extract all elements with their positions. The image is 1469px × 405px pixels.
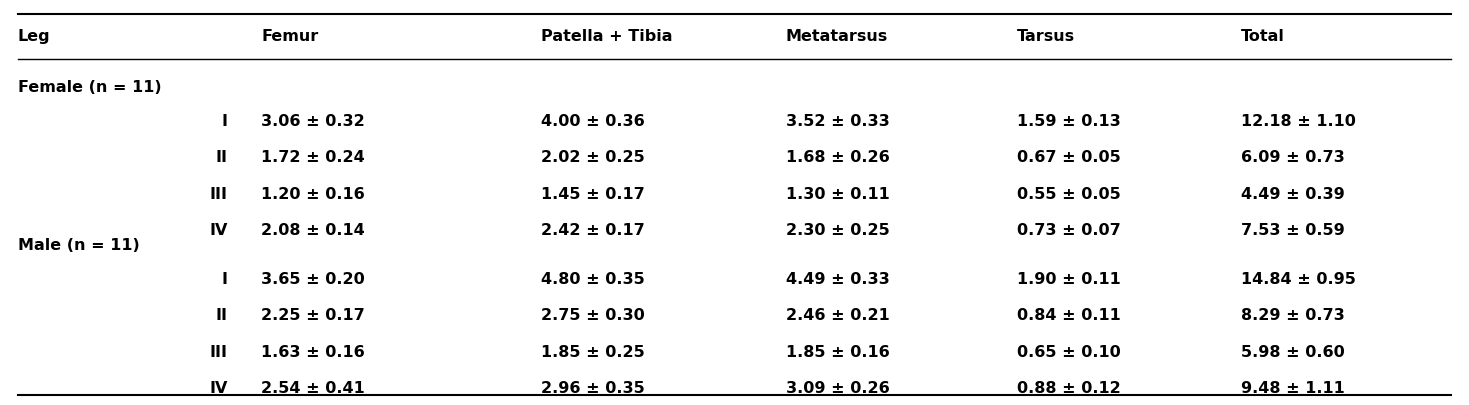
Text: 1.68 ± 0.26: 1.68 ± 0.26 (786, 150, 890, 166)
Text: 0.67 ± 0.05: 0.67 ± 0.05 (1017, 150, 1121, 166)
Text: Female (n = 11): Female (n = 11) (18, 79, 162, 95)
Text: 3.65 ± 0.20: 3.65 ± 0.20 (261, 272, 366, 287)
Text: 4.00 ± 0.36: 4.00 ± 0.36 (541, 114, 645, 129)
Text: 1.90 ± 0.11: 1.90 ± 0.11 (1017, 272, 1121, 287)
Text: 1.30 ± 0.11: 1.30 ± 0.11 (786, 187, 890, 202)
Text: Male (n = 11): Male (n = 11) (18, 237, 140, 253)
Text: 2.54 ± 0.41: 2.54 ± 0.41 (261, 381, 366, 396)
Text: 1.63 ± 0.16: 1.63 ± 0.16 (261, 345, 366, 360)
Text: Tarsus: Tarsus (1017, 29, 1075, 44)
Text: 1.72 ± 0.24: 1.72 ± 0.24 (261, 150, 366, 166)
Text: 3.52 ± 0.33: 3.52 ± 0.33 (786, 114, 890, 129)
Text: 2.42 ± 0.17: 2.42 ± 0.17 (541, 223, 645, 239)
Text: 2.30 ± 0.25: 2.30 ± 0.25 (786, 223, 890, 239)
Text: 0.73 ± 0.07: 0.73 ± 0.07 (1017, 223, 1121, 239)
Text: 0.88 ± 0.12: 0.88 ± 0.12 (1017, 381, 1121, 396)
Text: I: I (222, 114, 228, 129)
Text: 12.18 ± 1.10: 12.18 ± 1.10 (1241, 114, 1356, 129)
Text: 1.59 ± 0.13: 1.59 ± 0.13 (1017, 114, 1121, 129)
Text: II: II (216, 308, 228, 324)
Text: 9.48 ± 1.11: 9.48 ± 1.11 (1241, 381, 1346, 396)
Text: 2.08 ± 0.14: 2.08 ± 0.14 (261, 223, 366, 239)
Text: 8.29 ± 0.73: 8.29 ± 0.73 (1241, 308, 1346, 324)
Text: IV: IV (209, 223, 228, 239)
Text: 6.09 ± 0.73: 6.09 ± 0.73 (1241, 150, 1346, 166)
Text: Total: Total (1241, 29, 1285, 44)
Text: 4.80 ± 0.35: 4.80 ± 0.35 (541, 272, 645, 287)
Text: 2.02 ± 0.25: 2.02 ± 0.25 (541, 150, 645, 166)
Text: 0.55 ± 0.05: 0.55 ± 0.05 (1017, 187, 1121, 202)
Text: 2.75 ± 0.30: 2.75 ± 0.30 (541, 308, 645, 324)
Text: 14.84 ± 0.95: 14.84 ± 0.95 (1241, 272, 1356, 287)
Text: 3.09 ± 0.26: 3.09 ± 0.26 (786, 381, 890, 396)
Text: III: III (210, 187, 228, 202)
Text: I: I (222, 272, 228, 287)
Text: 4.49 ± 0.39: 4.49 ± 0.39 (1241, 187, 1346, 202)
Text: 2.96 ± 0.35: 2.96 ± 0.35 (541, 381, 645, 396)
Text: Metatarsus: Metatarsus (786, 29, 889, 44)
Text: 0.65 ± 0.10: 0.65 ± 0.10 (1017, 345, 1121, 360)
Text: 7.53 ± 0.59: 7.53 ± 0.59 (1241, 223, 1346, 239)
Text: III: III (210, 345, 228, 360)
Text: 2.46 ± 0.21: 2.46 ± 0.21 (786, 308, 890, 324)
Text: 2.25 ± 0.17: 2.25 ± 0.17 (261, 308, 366, 324)
Text: 0.84 ± 0.11: 0.84 ± 0.11 (1017, 308, 1121, 324)
Text: 1.85 ± 0.25: 1.85 ± 0.25 (541, 345, 645, 360)
Text: 4.49 ± 0.33: 4.49 ± 0.33 (786, 272, 890, 287)
Text: 1.85 ± 0.16: 1.85 ± 0.16 (786, 345, 890, 360)
Text: II: II (216, 150, 228, 166)
Text: 5.98 ± 0.60: 5.98 ± 0.60 (1241, 345, 1346, 360)
Text: 1.20 ± 0.16: 1.20 ± 0.16 (261, 187, 366, 202)
Text: Leg: Leg (18, 29, 50, 44)
Text: 3.06 ± 0.32: 3.06 ± 0.32 (261, 114, 366, 129)
Text: Femur: Femur (261, 29, 319, 44)
Text: IV: IV (209, 381, 228, 396)
Text: 1.45 ± 0.17: 1.45 ± 0.17 (541, 187, 645, 202)
Text: Patella + Tibia: Patella + Tibia (541, 29, 673, 44)
